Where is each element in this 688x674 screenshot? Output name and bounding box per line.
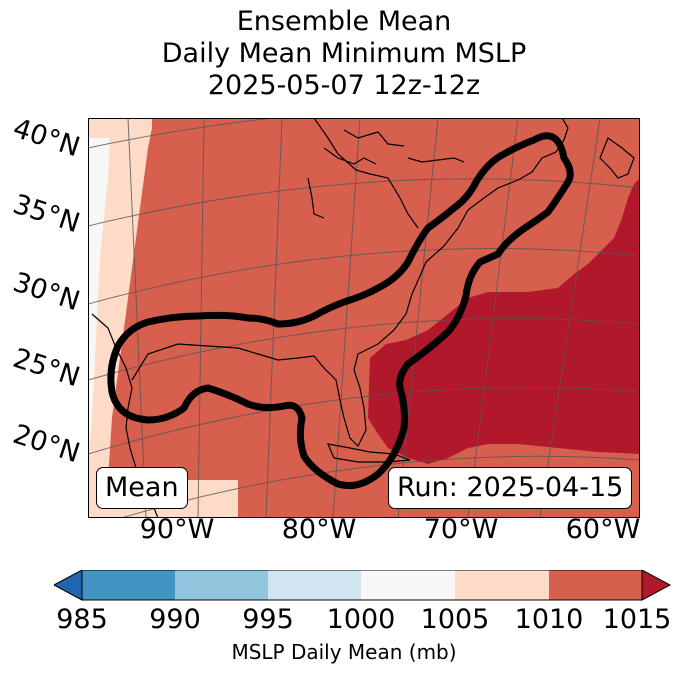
colorbar-label: MSLP Daily Mean (mb) <box>231 640 457 664</box>
lat-label-25: 25°N <box>9 342 84 394</box>
mslp-contour <box>107 132 574 490</box>
lat-label-20: 20°N <box>9 418 84 470</box>
colorbar-under-arrow <box>54 570 83 601</box>
lon-label-90w: 90°W <box>139 514 215 545</box>
colorbar-1005-1010 <box>455 570 549 600</box>
title-line-1: Ensemble Mean <box>236 6 452 37</box>
cb-tick-995: 995 <box>242 604 294 635</box>
colorbar-over-arrow <box>641 570 672 601</box>
colorbar-1010-1015 <box>549 570 642 600</box>
lat-label-40: 40°N <box>9 112 84 164</box>
lon-label-60w: 60°W <box>565 514 641 545</box>
lat-label-35: 35°N <box>9 188 84 240</box>
title-line-2: Daily Mean Minimum MSLP <box>161 38 527 69</box>
colorbar <box>54 570 672 601</box>
colorbar-985-990 <box>82 570 175 600</box>
map-panel <box>88 118 640 518</box>
fill-over-1015 <box>368 178 640 464</box>
cb-tick-1010: 1010 <box>514 604 584 635</box>
cb-tick-1000: 1000 <box>326 604 396 635</box>
fill-1005-1010 <box>88 118 238 518</box>
run-date-box: Run: 2025-04-15 <box>388 467 633 509</box>
title-line-3: 2025-05-07 12z-12z <box>207 70 481 101</box>
colorbar-1000-1005 <box>361 570 455 600</box>
mean-label-box: Mean <box>96 467 188 509</box>
lon-label-70w: 70°W <box>423 514 499 545</box>
cb-tick-1015: 1015 <box>602 604 672 635</box>
cb-tick-990: 990 <box>149 604 201 635</box>
colorbar-990-995 <box>175 570 268 600</box>
lon-label-80w: 80°W <box>281 514 357 545</box>
lat-label-30: 30°N <box>9 266 84 318</box>
colorbar-995-1000 <box>268 570 361 600</box>
cb-tick-985: 985 <box>56 604 108 635</box>
cb-tick-1005: 1005 <box>420 604 490 635</box>
